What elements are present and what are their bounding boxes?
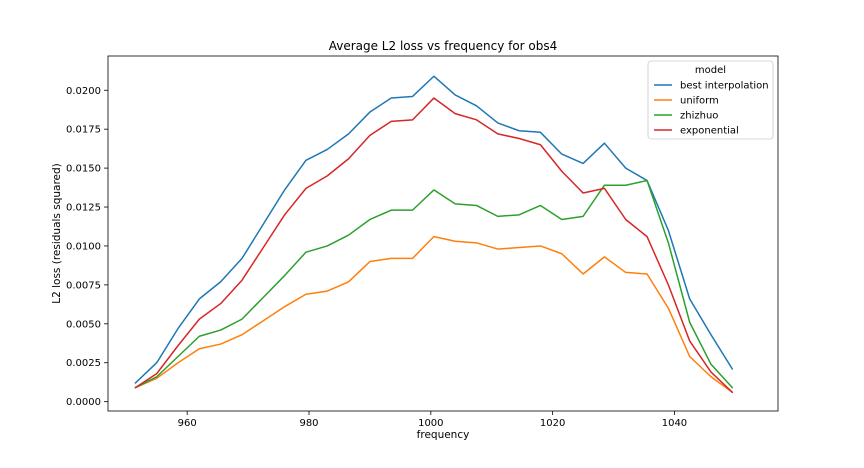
x-tick-label: 1000 (418, 418, 443, 429)
series-line-1 (134, 235, 734, 394)
legend-items: best interpolation uniform zhizhuo exponent… (654, 81, 769, 137)
legend-box (647, 60, 774, 140)
series-line-0 (134, 75, 734, 384)
legend-label-0: best interpolation (680, 81, 769, 92)
legend: model best interpolation uniform zhizhuo ex… (647, 60, 774, 140)
legend-label-1: uniform (680, 96, 719, 107)
legend-label-2: zhizhuo (680, 111, 718, 122)
chart-title: Average L2 loss vs frequency for obs4 (329, 39, 558, 53)
legend-label-3: exponential (680, 126, 739, 137)
y-axis: 0.0000 0.0025 0.0050 0.0075 0.0100 0.0125 0.01… (66, 86, 108, 408)
series-line-2 (134, 179, 734, 389)
x-axis: 960 980 1000 1020 1040 (178, 411, 687, 429)
x-tick-label: 1020 (540, 418, 565, 429)
y-tick-label: 0.0200 (66, 86, 101, 97)
y-tick-label: 0.0100 (66, 241, 101, 252)
series-group (134, 75, 734, 394)
x-axis-label: frequency (417, 429, 470, 441)
y-tick-label: 0.0050 (66, 319, 101, 330)
series-line-3 (134, 97, 734, 394)
y-tick-label: 0.0075 (66, 280, 101, 291)
x-tick-label: 1040 (662, 418, 687, 429)
x-tick-label: 980 (299, 418, 318, 429)
y-axis-label: L2 loss (residuals squared) (51, 163, 63, 304)
y-tick-label: 0.0000 (66, 397, 101, 408)
plot-frame (107, 55, 779, 412)
x-tick-label: 960 (178, 418, 197, 429)
y-tick-label: 0.0025 (66, 358, 101, 369)
y-tick-label: 0.0150 (66, 164, 101, 175)
y-tick-label: 0.0125 (66, 203, 101, 214)
y-tick-label: 0.0175 (66, 125, 101, 136)
legend-title: model (695, 65, 726, 76)
